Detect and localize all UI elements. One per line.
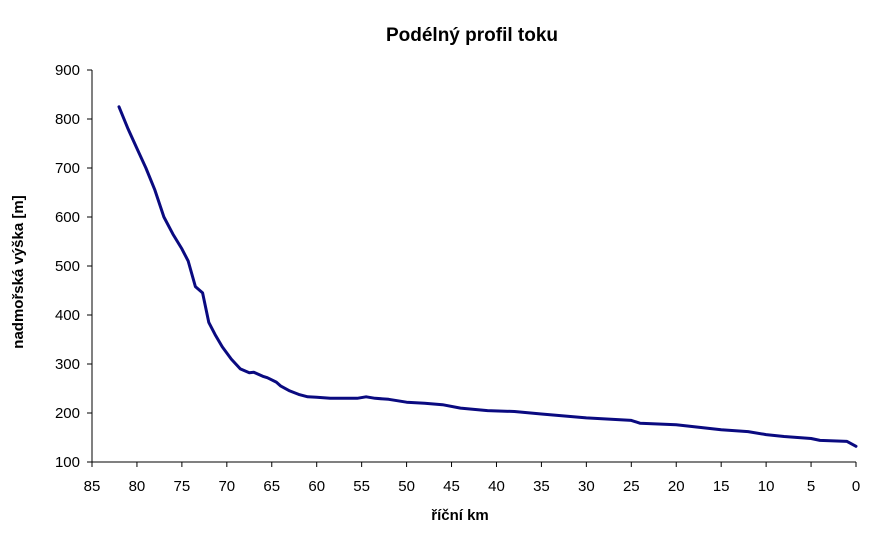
x-tick-label: 55 [353,478,370,495]
series-line-0 [117,105,858,448]
y-tick-label: 800 [55,111,80,128]
x-tick-label: 5 [807,478,815,495]
x-tick-label: 60 [308,478,325,495]
y-tick-label: 900 [55,62,80,79]
x-tick-label: 15 [713,478,730,495]
x-tick-label: 70 [218,478,235,495]
axes [87,69,857,467]
x-tick-label: 35 [533,478,550,495]
x-tick-label: 50 [398,478,415,495]
x-tick-label: 85 [84,478,101,495]
y-tick-label: 500 [55,258,80,275]
y-tick-label: 300 [55,356,80,373]
x-tick-label: 25 [623,478,640,495]
x-tick-label: 40 [488,478,505,495]
x-tick-label: 20 [668,478,685,495]
x-tick-label: 80 [129,478,146,495]
y-tick-label: 600 [55,209,80,226]
x-tick-label: 10 [758,478,775,495]
y-axis-title: nadmořská výška [m] [10,195,27,348]
y-tick-label: 200 [55,405,80,422]
y-tick-label: 100 [55,454,80,471]
x-axis-title: říční km [431,507,489,524]
x-tick-label: 30 [578,478,595,495]
x-tick-label: 45 [443,478,460,495]
x-tick-label: 65 [263,478,280,495]
x-tick-label: 0 [852,478,860,495]
y-tick-label: 700 [55,160,80,177]
series-layer [117,105,858,448]
x-tick-label: 75 [174,478,191,495]
chart-title: Podélný profil toku [386,25,558,46]
y-tick-label: 400 [55,307,80,324]
